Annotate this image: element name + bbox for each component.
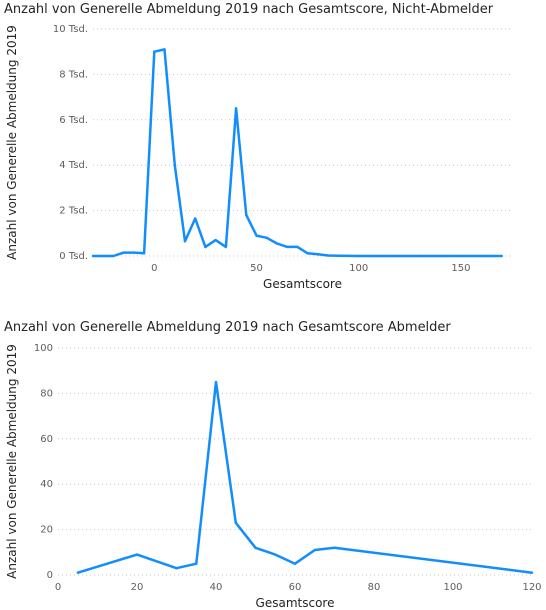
data-point <box>195 562 198 565</box>
chart-title: Anzahl von Generelle Abmeldung 2019 nach… <box>4 320 451 335</box>
y-tick-label: 60 <box>40 434 53 445</box>
data-point <box>175 566 178 570</box>
data-point <box>285 245 289 249</box>
data-point <box>459 254 463 258</box>
data-point <box>377 254 381 258</box>
y-tick-label: 80 <box>40 388 53 399</box>
y-tick-label: 10 Tsd. <box>53 24 88 35</box>
data-point <box>439 254 442 258</box>
x-tick-label: 20 <box>131 582 144 593</box>
data-point <box>274 553 277 556</box>
chart-nicht-abmelder: Anzahl von Generelle Abmeldung 2019 nach… <box>0 0 546 300</box>
data-point <box>234 521 237 524</box>
data-point <box>183 240 187 243</box>
x-tick-label: 0 <box>151 263 157 274</box>
data-point <box>214 238 217 242</box>
y-axis-title: Anzahl von Generelle Abmeldung 2019 <box>5 344 19 579</box>
data-point <box>135 553 139 556</box>
data-point <box>326 254 330 257</box>
x-tick-label: 100 <box>443 582 462 593</box>
data-point <box>204 245 207 249</box>
x-tick-label: 100 <box>349 263 368 274</box>
data-point <box>142 252 146 255</box>
data-point <box>296 245 299 249</box>
data-point <box>530 571 534 574</box>
data-point <box>337 254 340 257</box>
y-axis-title: Anzahl von Generelle Abmeldung 2019 <box>5 25 19 260</box>
x-tick-label: 0 <box>55 582 61 593</box>
chart-plot: 0 20 40 60 80 100 0 20 40 60 80 100 120 Gesamtscore An… <box>5 343 542 610</box>
data-point <box>480 254 483 258</box>
data-point <box>255 234 258 237</box>
data-point <box>173 164 176 167</box>
data-point <box>91 254 95 258</box>
data-point <box>224 245 228 249</box>
y-tick-label: 100 <box>34 343 53 354</box>
x-tick-label: 50 <box>250 263 263 274</box>
data-point <box>313 548 316 552</box>
data-point <box>347 254 350 258</box>
data-point <box>316 252 320 256</box>
y-tick-label: 4 Tsd. <box>59 160 88 171</box>
data-point <box>122 251 125 254</box>
data-point <box>418 254 422 258</box>
x-tick-label: 150 <box>451 263 470 274</box>
data-point <box>357 254 360 258</box>
y-tick-label: 40 <box>40 479 53 490</box>
y-tick-label: 0 Tsd. <box>59 251 88 262</box>
y-tick-label: 8 Tsd. <box>59 69 88 80</box>
x-tick-label: 40 <box>210 582 223 593</box>
x-axis-title: Gesamtscore <box>263 277 342 291</box>
data-point <box>254 546 257 549</box>
data-point <box>132 251 136 254</box>
data-point <box>234 107 238 110</box>
data-point <box>112 254 115 258</box>
y-tick-label: 2 Tsd. <box>59 206 88 217</box>
y-tick-label: 0 <box>47 570 53 581</box>
data-point <box>245 213 248 217</box>
x-tick-label: 60 <box>289 582 302 593</box>
data-point <box>76 571 79 574</box>
data-point <box>265 236 268 240</box>
chart-title: Anzahl von Generelle Abmeldung 2019 nach… <box>4 2 494 17</box>
data-point <box>398 254 401 258</box>
y-tick-label: 6 Tsd. <box>59 115 88 126</box>
y-tick-label: 20 <box>40 525 53 536</box>
x-axis-title: Gesamtscore <box>256 596 335 610</box>
data-point <box>333 546 336 549</box>
series-line <box>93 48 502 258</box>
x-tick-label: 80 <box>368 582 381 593</box>
chart-plot: 0 Tsd. 2 Tsd. 4 Tsd. 6 Tsd. 8 Tsd. 10 Tsd. 0 50… <box>5 24 512 291</box>
data-point <box>163 48 166 51</box>
data-point <box>306 252 309 255</box>
data-point <box>293 562 297 565</box>
data-point <box>214 380 218 384</box>
chart-abmelder: Anzahl von Generelle Abmeldung 2019 nach… <box>0 318 546 610</box>
x-tick-label: 120 <box>522 582 541 593</box>
data-point <box>153 50 156 53</box>
data-point <box>193 217 197 220</box>
series-line <box>77 380 533 574</box>
data-point <box>275 242 279 245</box>
data-point <box>500 254 503 258</box>
